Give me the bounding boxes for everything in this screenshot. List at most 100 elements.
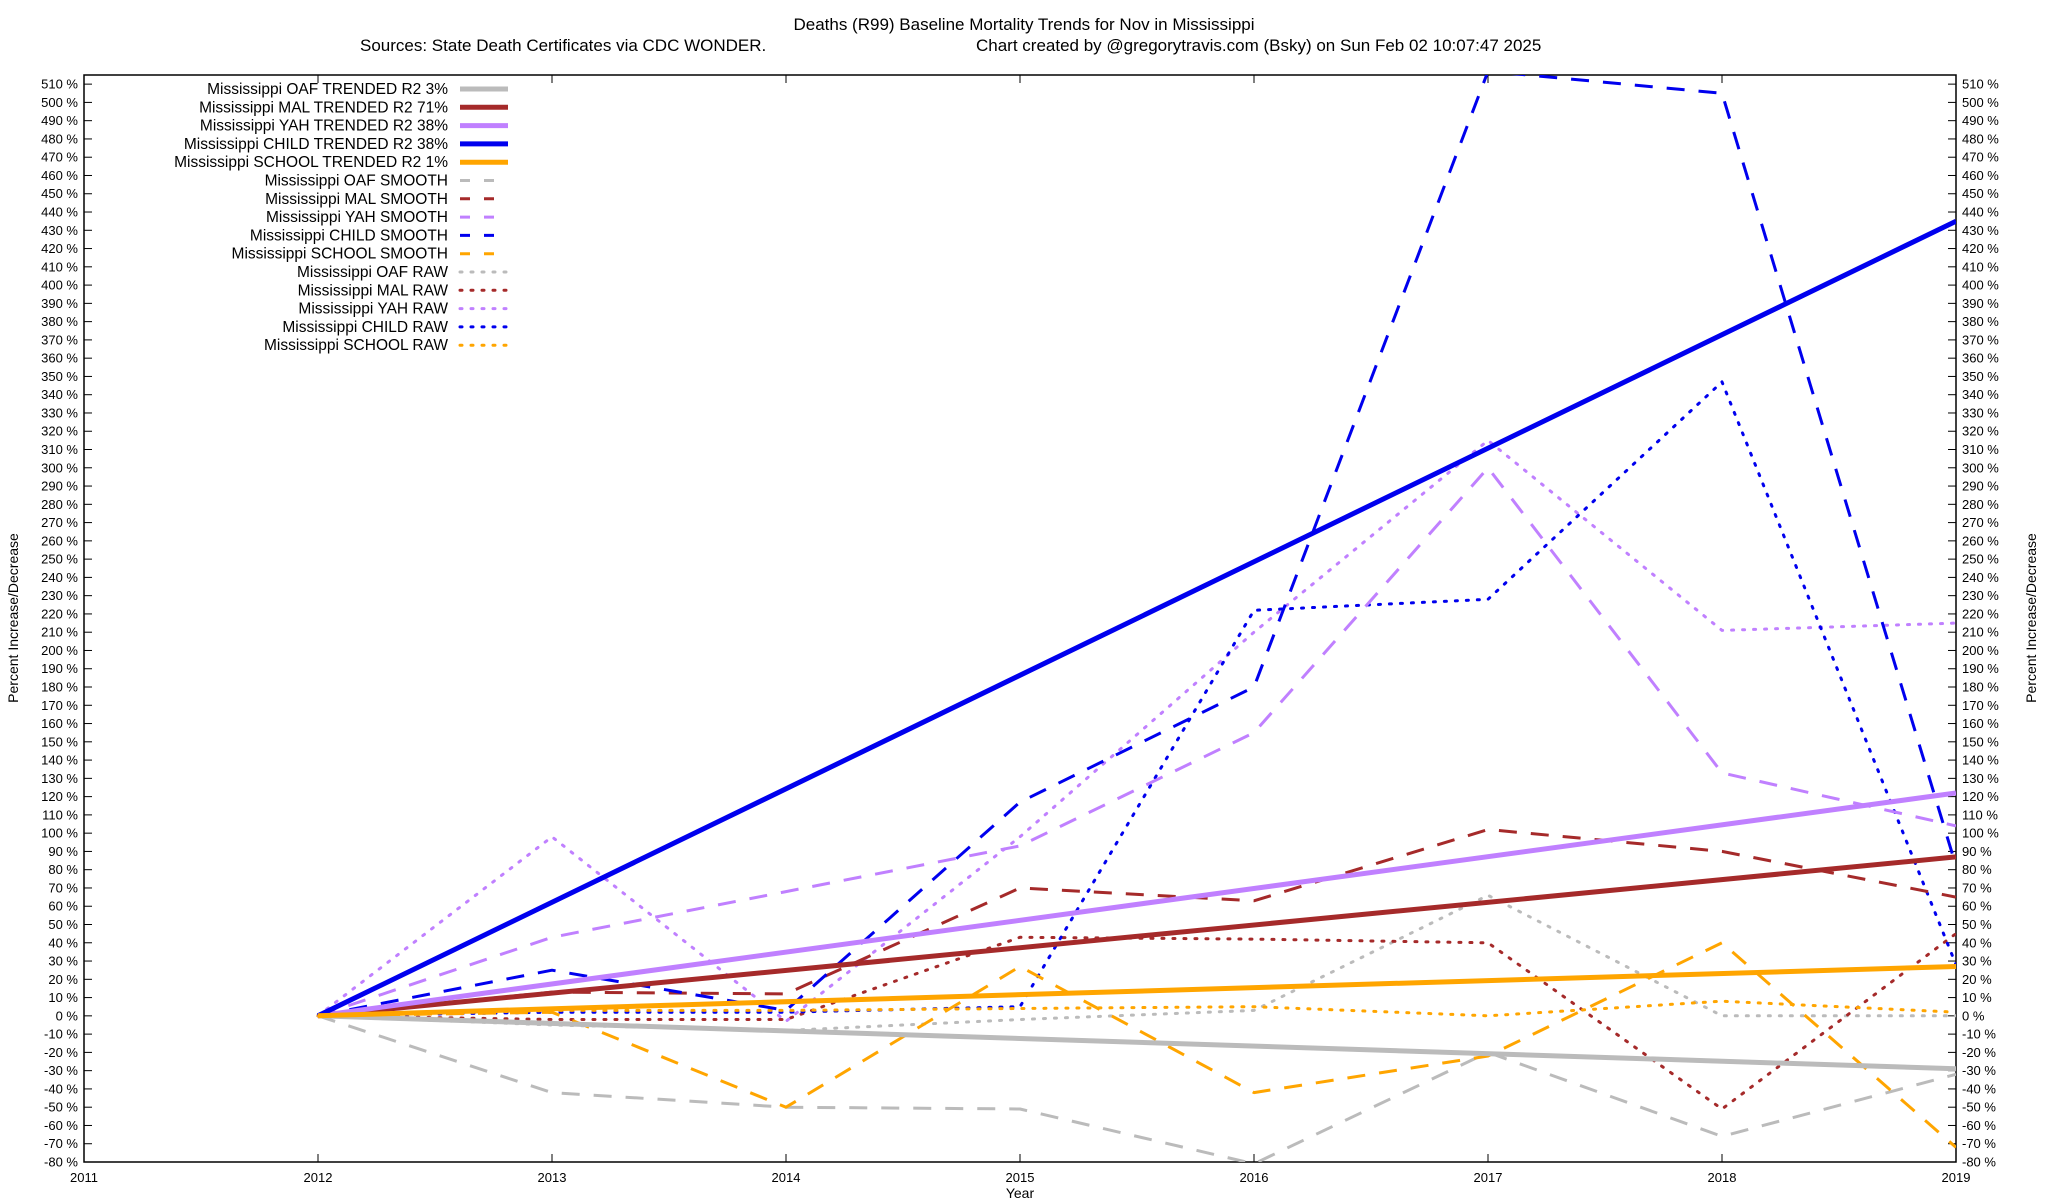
series-line-mississippi-yah-trended-r2 (317, 790, 1956, 1019)
y-tick-label-right: 250 % (1962, 552, 1999, 567)
y-tick-label: -10 % (44, 1027, 78, 1042)
y-tick-label: 470 % (41, 150, 78, 165)
series-line-mississippi-child-trended-r2 (316, 218, 1956, 1019)
y-tick-label: 80 % (48, 862, 78, 877)
y-tick-label: 150 % (41, 734, 78, 749)
y-tick-label: 480 % (41, 131, 78, 146)
y-tick-label: 270 % (41, 515, 78, 530)
y-tick-label: -60 % (44, 1118, 78, 1133)
y-tick-label: 50 % (48, 917, 78, 932)
y-tick-label-right: 460 % (1962, 168, 1999, 183)
series-line-mississippi-school-smooth (317, 941, 1956, 1149)
legend-label: Mississippi CHILD SMOOTH (250, 227, 448, 244)
y-tick-label: 260 % (41, 533, 78, 548)
y-tick-label: 140 % (41, 753, 78, 768)
y-tick-label-right: -30 % (1962, 1063, 1996, 1078)
y-tick-label: 160 % (41, 716, 78, 731)
x-tick-label: 2012 (304, 1170, 333, 1185)
y-tick-label-right: 300 % (1962, 460, 1999, 475)
y-tick-label: 320 % (41, 424, 78, 439)
y-tick-label-right: -60 % (1962, 1118, 1996, 1133)
series-line-mississippi-school-raw (316, 999, 1956, 1018)
x-tick-label: 2013 (538, 1170, 567, 1185)
y-tick-label-right: 340 % (1962, 387, 1999, 402)
y-axis-label: Percent Increase/Decrease (5, 533, 21, 703)
y-tick-label: 60 % (48, 899, 78, 914)
y-tick-label-right: 50 % (1962, 917, 1992, 932)
y-tick-label-right: -20 % (1962, 1045, 1996, 1060)
y-tick-label: 390 % (41, 296, 78, 311)
series-line-mississippi-mal-trended-r2 (317, 854, 1956, 1019)
legend: Mississippi OAF TRENDED R2 3%Mississippi… (174, 81, 510, 354)
y-tick-label-right: 380 % (1962, 314, 1999, 329)
y-tick-label-right: 190 % (1962, 661, 1999, 676)
y-tick-label-right: 60 % (1962, 899, 1992, 914)
series-layer (316, 75, 1956, 1162)
y-tick-label: 450 % (41, 186, 78, 201)
y-tick-label: 220 % (41, 606, 78, 621)
y-tick-label: -30 % (44, 1063, 78, 1078)
legend-label: Mississippi MAL SMOOTH (265, 191, 448, 208)
y-tick-label-right: 210 % (1962, 625, 1999, 640)
legend-label: Mississippi CHILD RAW (282, 319, 448, 336)
y-tick-label-right: 170 % (1962, 698, 1999, 713)
y-tick-label-right: 320 % (1962, 424, 1999, 439)
legend-label: Mississippi OAF TRENDED R2 3% (207, 81, 448, 98)
x-axis-label: Year (1006, 1185, 1035, 1200)
y-tick-label: 200 % (41, 643, 78, 658)
legend-label: Mississippi MAL TRENDED R2 71% (199, 99, 448, 116)
y-tick-label-right: 510 % (1962, 77, 1999, 92)
y-tick-label: 280 % (41, 497, 78, 512)
legend-label: Mississippi SCHOOL TRENDED R2 1% (174, 154, 448, 171)
y-tick-label-right: 370 % (1962, 332, 1999, 347)
y-tick-label: 380 % (41, 314, 78, 329)
y-tick-label: 490 % (41, 113, 78, 128)
x-axis-ticks: 2011 2012 2013 2014 2015 2016 2017 2018 2019 (70, 75, 1970, 1185)
legend-label: Mississippi YAH RAW (298, 301, 448, 318)
y-tick-label-right: 330 % (1962, 405, 1999, 420)
y-tick-label: 240 % (41, 570, 78, 585)
y-tick-label: -80 % (44, 1155, 78, 1170)
y-tick-label: 400 % (41, 278, 78, 293)
y-tick-label-right: 150 % (1962, 734, 1999, 749)
y-tick-label-right: 80 % (1962, 862, 1992, 877)
y-tick-label: 0 % (56, 1008, 79, 1023)
series-line-mississippi-oaf-trended-r2 (317, 1013, 1956, 1072)
x-tick-label: 2019 (1942, 1170, 1971, 1185)
legend-label: Mississippi SCHOOL RAW (264, 337, 448, 354)
series-line-mississippi-yah-raw (316, 438, 1956, 1023)
y-tick-label-right: -40 % (1962, 1081, 1996, 1096)
x-tick-label: 2018 (1708, 1170, 1737, 1185)
y-axis-label-right: Percent Increase/Decrease (2023, 533, 2039, 703)
y-tick-label-right: 430 % (1962, 223, 1999, 238)
x-tick-label: 2016 (1240, 1170, 1269, 1185)
y-tick-label-right: 220 % (1962, 606, 1999, 621)
y-tick-label: 40 % (48, 935, 78, 950)
y-tick-label-right: 500 % (1962, 95, 1999, 110)
y-tick-label-right: -50 % (1962, 1100, 1996, 1115)
y-tick-label-right: -10 % (1962, 1027, 1996, 1042)
y-tick-label: 190 % (41, 661, 78, 676)
y-tick-label: 460 % (41, 168, 78, 183)
legend-label: Mississippi YAH SMOOTH (266, 209, 448, 226)
y-tick-label-right: 470 % (1962, 150, 1999, 165)
y-tick-label: 230 % (41, 588, 78, 603)
y-tick-label-right: 410 % (1962, 259, 1999, 274)
y-tick-label-right: 200 % (1962, 643, 1999, 658)
series-line-mississippi-yah-smooth (317, 466, 1956, 1018)
y-tick-label: 20 % (48, 972, 78, 987)
legend-label: Mississippi OAF SMOOTH (265, 173, 448, 190)
legend-label: Mississippi YAH TRENDED R2 38% (200, 118, 448, 135)
y-tick-label: 100 % (41, 826, 78, 841)
legend-label: Mississippi CHILD TRENDED R2 38% (184, 136, 448, 153)
y-tick-label: 360 % (41, 351, 78, 366)
y-tick-label: 180 % (41, 680, 78, 695)
y-tick-label: 420 % (41, 241, 78, 256)
y-tick-label: 440 % (41, 205, 78, 220)
y-tick-label-right: 110 % (1962, 807, 1998, 822)
y-tick-label: -50 % (44, 1100, 78, 1115)
y-tick-label: 210 % (41, 625, 78, 640)
legend-label: Mississippi OAF RAW (297, 264, 448, 281)
y-tick-label: 350 % (41, 369, 78, 384)
